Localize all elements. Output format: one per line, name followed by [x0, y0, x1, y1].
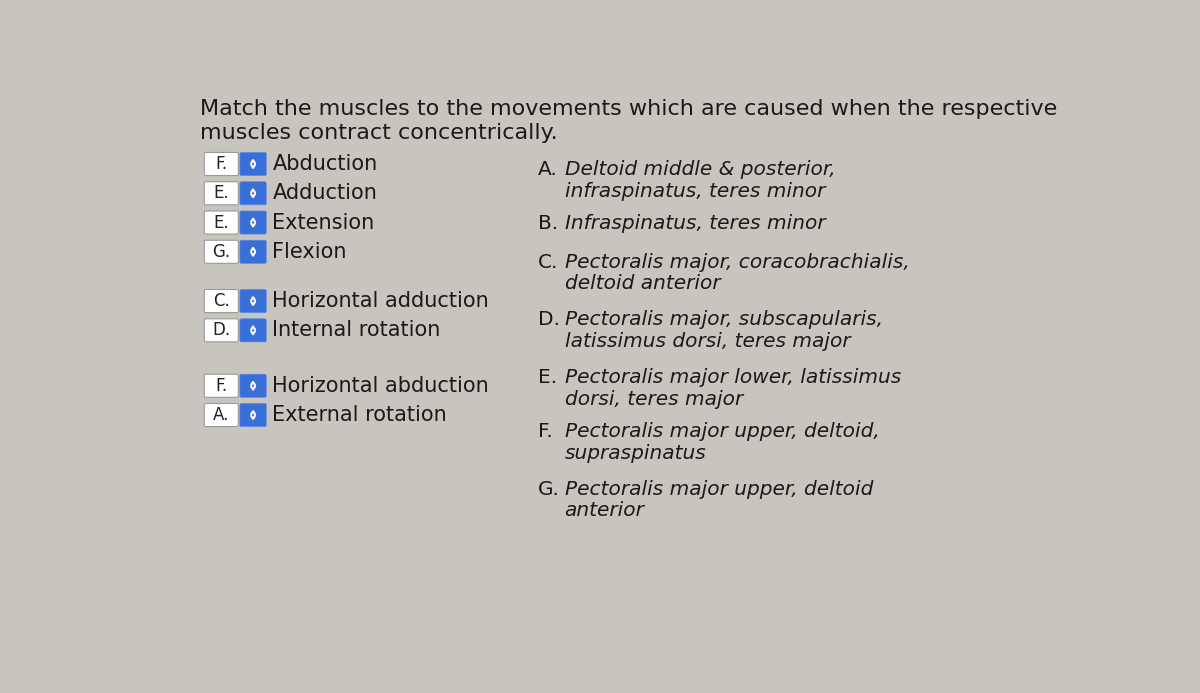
FancyBboxPatch shape [240, 152, 266, 175]
Text: dorsi, teres major: dorsi, teres major [565, 389, 743, 409]
FancyBboxPatch shape [204, 290, 239, 313]
Text: anterior: anterior [565, 501, 644, 520]
Text: F.: F. [215, 377, 227, 395]
FancyBboxPatch shape [240, 290, 266, 313]
Text: Horizontal abduction: Horizontal abduction [272, 376, 490, 396]
Text: B.: B. [538, 214, 558, 233]
Text: Internal rotation: Internal rotation [272, 320, 440, 340]
FancyBboxPatch shape [240, 240, 266, 263]
Text: Pectoralis major upper, deltoid: Pectoralis major upper, deltoid [565, 480, 874, 499]
Text: Deltoid middle & posterior,: Deltoid middle & posterior, [565, 160, 835, 179]
Text: Match the muscles to the movements which are caused when the respective: Match the muscles to the movements which… [200, 98, 1057, 119]
Text: Pectoralis major lower, latissimus: Pectoralis major lower, latissimus [565, 368, 901, 387]
Text: C.: C. [538, 252, 558, 272]
Text: A.: A. [214, 406, 229, 424]
FancyBboxPatch shape [240, 374, 266, 397]
Text: F.: F. [215, 155, 227, 173]
FancyBboxPatch shape [204, 182, 239, 205]
Text: deltoid anterior: deltoid anterior [565, 274, 720, 293]
Text: Flexion: Flexion [272, 242, 347, 262]
Text: infraspinatus, teres minor: infraspinatus, teres minor [565, 182, 826, 201]
FancyBboxPatch shape [240, 182, 266, 205]
FancyBboxPatch shape [204, 240, 239, 263]
Text: latissimus dorsi, teres major: latissimus dorsi, teres major [565, 332, 851, 351]
Text: External rotation: External rotation [272, 405, 448, 425]
Text: F.: F. [538, 422, 552, 441]
Text: supraspinatus: supraspinatus [565, 444, 707, 462]
FancyBboxPatch shape [204, 403, 239, 427]
Text: A.: A. [538, 160, 557, 179]
Text: Pectoralis major, subscapularis,: Pectoralis major, subscapularis, [565, 310, 883, 329]
Text: muscles contract concentrically.: muscles contract concentrically. [200, 123, 558, 143]
FancyBboxPatch shape [240, 403, 266, 427]
FancyBboxPatch shape [204, 152, 239, 175]
Text: Pectoralis major, coracobrachialis,: Pectoralis major, coracobrachialis, [565, 252, 910, 272]
Text: Adduction: Adduction [272, 183, 377, 203]
Text: Extension: Extension [272, 213, 374, 233]
Text: Pectoralis major upper, deltoid,: Pectoralis major upper, deltoid, [565, 422, 880, 441]
Text: E.: E. [214, 184, 229, 202]
Text: D.: D. [538, 310, 559, 329]
FancyBboxPatch shape [240, 211, 266, 234]
Text: G.: G. [538, 480, 559, 499]
Text: E.: E. [538, 368, 557, 387]
FancyBboxPatch shape [204, 211, 239, 234]
Text: E.: E. [214, 213, 229, 231]
Text: Abduction: Abduction [272, 154, 378, 174]
Text: Infraspinatus, teres minor: Infraspinatus, teres minor [565, 214, 826, 233]
Text: G.: G. [212, 243, 230, 261]
FancyBboxPatch shape [204, 319, 239, 342]
FancyBboxPatch shape [240, 319, 266, 342]
Text: D.: D. [212, 322, 230, 340]
Text: Horizontal adduction: Horizontal adduction [272, 291, 490, 311]
Text: C.: C. [212, 292, 229, 310]
FancyBboxPatch shape [204, 374, 239, 397]
